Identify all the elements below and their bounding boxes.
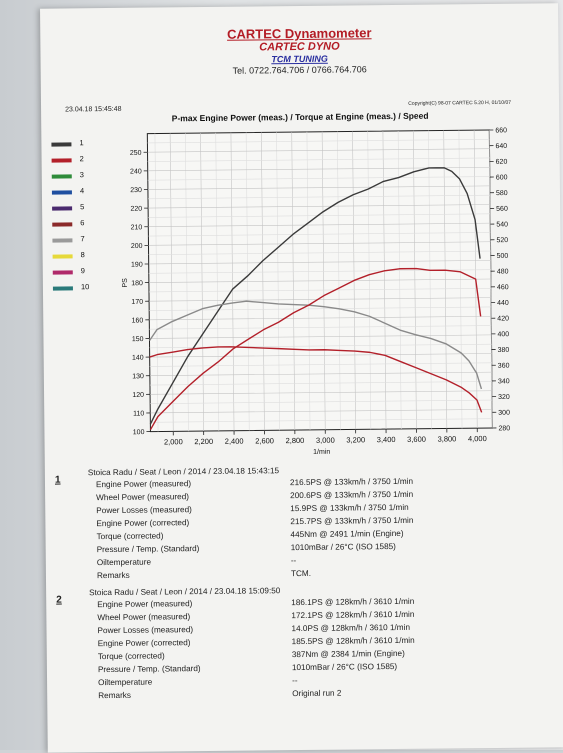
run-row-label: Engine Power (measured) xyxy=(97,599,192,609)
y2-tick-label: 340 xyxy=(498,378,510,385)
y2-tick-label: 360 xyxy=(498,363,510,370)
run-number: 1 xyxy=(55,475,61,486)
y2-tick-label: 580 xyxy=(496,190,508,197)
x-tick-label: 3,200 xyxy=(346,435,365,444)
run-row-value: -- xyxy=(292,676,298,685)
x-tick-label: 3,800 xyxy=(438,434,457,443)
run-row: Remarks Original run 2 xyxy=(98,687,498,702)
y-axis-label: PS xyxy=(122,278,129,288)
y2-tick-label: 500 xyxy=(497,253,509,260)
run-row-value: 15.9PS @ 133km/h / 3750 1/min xyxy=(290,503,409,513)
y-tick-label: 210 xyxy=(131,224,143,231)
x-tick-label: 2,600 xyxy=(255,436,274,445)
y-tick-label: 230 xyxy=(130,187,142,194)
y2-tick-label: 620 xyxy=(496,159,508,166)
y2-tick-label: 320 xyxy=(498,394,510,401)
run-row-value: 185.5PS @ 128km/h / 3610 1/min xyxy=(292,636,415,646)
y2-tick-label: 540 xyxy=(496,221,508,228)
y-tick-label: 200 xyxy=(131,243,143,250)
print-timestamp: 23.04.18 15:45:48 xyxy=(65,106,122,114)
chart-svg: 2,000 2,200 2,400 2,600 2,800 3,000 3,200 3,400… xyxy=(61,120,515,465)
run-row-label: Engine Power (corrected) xyxy=(98,638,191,648)
y2-tick-label: 660 xyxy=(495,127,507,134)
y-tick-label: 190 xyxy=(131,262,143,269)
run-header: Stoica Radu / Seat / Leon / 2014 / 23.04… xyxy=(88,466,279,477)
y-tick-label: 250 xyxy=(130,150,142,157)
y2-tick-label: 420 xyxy=(497,316,509,323)
run-row-value: 387Nm @ 2384 1/min (Engine) xyxy=(292,649,405,659)
y-tick-label: 140 xyxy=(132,355,144,362)
run-row-value: 14.0PS @ 128km/h / 3610 1/min xyxy=(291,623,410,633)
y2-tick-label: 280 xyxy=(498,425,510,432)
y2-tick-label: 380 xyxy=(498,347,510,354)
run-row-label: Engine Power (corrected) xyxy=(96,518,189,528)
run-row-label: Power Losses (measured) xyxy=(97,625,193,635)
run-row-value: 445Nm @ 2491 1/min (Engine) xyxy=(290,529,403,539)
run-row-label: Engine Power (measured) xyxy=(96,479,191,489)
y2-tick-label: 640 xyxy=(495,143,507,150)
x-tick-label: 3,600 xyxy=(407,435,426,444)
x-tick-label: 2,200 xyxy=(194,437,213,446)
dyno-printout: CARTEC Dynamometer CARTEC DYNO TCM TUNIN… xyxy=(40,3,563,752)
y-tick-label: 110 xyxy=(133,411,144,418)
y2-axis-label: Nm (Engine) xyxy=(513,259,515,298)
x-tick-label: 3,000 xyxy=(316,436,335,445)
run-number: 2 xyxy=(56,595,62,606)
y-tick-label: 130 xyxy=(132,373,144,380)
x-axis-label: 1/min xyxy=(313,449,330,456)
y2-tick-label: 560 xyxy=(496,206,508,213)
run-row-label: Power Losses (measured) xyxy=(96,505,192,515)
run-row-label: Remarks xyxy=(97,571,130,580)
y-tick-label: 240 xyxy=(130,168,142,175)
run-row-label: Pressure / Temp. (Standard) xyxy=(97,544,200,554)
y2-tick-label: 460 xyxy=(497,284,509,291)
y2-tick-label: 600 xyxy=(496,174,508,181)
run-row: Remarks TCM. xyxy=(97,567,497,582)
run-row-value: TCM. xyxy=(291,569,311,578)
y-tick-label: 220 xyxy=(130,206,142,213)
run-row-label: Pressure / Temp. (Standard) xyxy=(98,664,201,674)
x-tick-label: 2,000 xyxy=(164,437,183,446)
x-tick-label: 2,400 xyxy=(225,437,244,446)
run-row-label: Wheel Power (measured) xyxy=(96,492,189,502)
y-tick-label: 120 xyxy=(132,392,144,399)
copyright-note: Copyright(C) 98-07 CARTEC 5.20 H, 01/10/… xyxy=(408,100,511,107)
run-row-label: Torque (corrected) xyxy=(96,531,163,541)
x-tick-label: 2,800 xyxy=(286,436,305,445)
y-tick-label: 170 xyxy=(131,299,143,306)
run-row-label: Remarks xyxy=(98,691,131,700)
run-row-value: 1010mBar / 26°C (ISO 1585) xyxy=(291,542,396,552)
run-row-value: 200.6PS @ 133km/h / 3750 1/min xyxy=(290,490,413,500)
dyno-chart: 2,000 2,200 2,400 2,600 2,800 3,000 3,200 3,400… xyxy=(61,120,515,470)
run-row-value: Original run 2 xyxy=(292,689,341,699)
y2-tick-label: 440 xyxy=(497,300,509,307)
run-row-label: Oiltemperature xyxy=(97,558,151,568)
run-row-value: 186.1PS @ 128km/h / 3610 1/min xyxy=(291,597,414,607)
run-header: Stoica Radu / Seat / Leon / 2014 / 23.04… xyxy=(89,586,280,597)
y2-tick-label: 520 xyxy=(496,237,508,244)
y-tick-label: 160 xyxy=(132,317,144,324)
run-row-value: -- xyxy=(291,556,297,565)
run-row-label: Oiltemperature xyxy=(98,678,152,688)
y2-tick-label: 300 xyxy=(498,410,510,417)
y-tick-label: 180 xyxy=(131,280,143,287)
run-row-value: 1010mBar / 26°C (ISO 1585) xyxy=(292,662,397,672)
y2-tick-label: 480 xyxy=(497,268,509,275)
run-row-value: 215.7PS @ 133km/h / 3750 1/min xyxy=(290,516,413,526)
run-row-value: 172.1PS @ 128km/h / 3610 1/min xyxy=(291,610,414,620)
y-tick-label: 150 xyxy=(132,336,144,343)
x-tick-label: 3,400 xyxy=(377,435,396,444)
run-row-value: 216.5PS @ 133km/h / 3750 1/min xyxy=(290,477,413,487)
y-tick-label: 100 xyxy=(133,429,145,436)
run-row-label: Wheel Power (measured) xyxy=(97,612,190,622)
x-tick-label: 4,000 xyxy=(468,434,487,443)
y2-tick-label: 400 xyxy=(497,331,509,338)
run-row-label: Torque (corrected) xyxy=(98,651,165,661)
